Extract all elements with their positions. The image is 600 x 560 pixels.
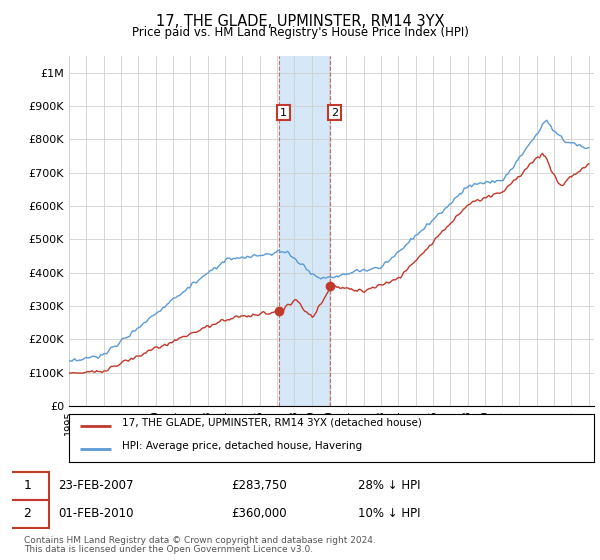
FancyBboxPatch shape	[6, 472, 49, 500]
Text: 1: 1	[280, 108, 287, 118]
Text: Price paid vs. HM Land Registry's House Price Index (HPI): Price paid vs. HM Land Registry's House …	[131, 26, 469, 39]
Text: £283,750: £283,750	[231, 479, 287, 492]
Text: 28% ↓ HPI: 28% ↓ HPI	[358, 479, 420, 492]
Text: 17, THE GLADE, UPMINSTER, RM14 3YX: 17, THE GLADE, UPMINSTER, RM14 3YX	[156, 14, 444, 29]
Text: HPI: Average price, detached house, Havering: HPI: Average price, detached house, Have…	[121, 441, 362, 451]
FancyBboxPatch shape	[6, 500, 49, 528]
Bar	[280, 56, 330, 406]
Text: This data is licensed under the Open Government Licence v3.0.: This data is licensed under the Open Gov…	[24, 545, 313, 554]
Text: 10% ↓ HPI: 10% ↓ HPI	[358, 507, 420, 520]
Text: 17, THE GLADE, UPMINSTER, RM14 3YX (detached house): 17, THE GLADE, UPMINSTER, RM14 3YX (deta…	[121, 418, 421, 428]
Text: 01-FEB-2010: 01-FEB-2010	[58, 507, 134, 520]
Text: Contains HM Land Registry data © Crown copyright and database right 2024.: Contains HM Land Registry data © Crown c…	[24, 536, 376, 545]
Text: 2: 2	[331, 108, 338, 118]
Text: £360,000: £360,000	[231, 507, 287, 520]
Text: 1: 1	[23, 479, 31, 492]
Text: 2: 2	[23, 507, 31, 520]
Text: 23-FEB-2007: 23-FEB-2007	[58, 479, 134, 492]
